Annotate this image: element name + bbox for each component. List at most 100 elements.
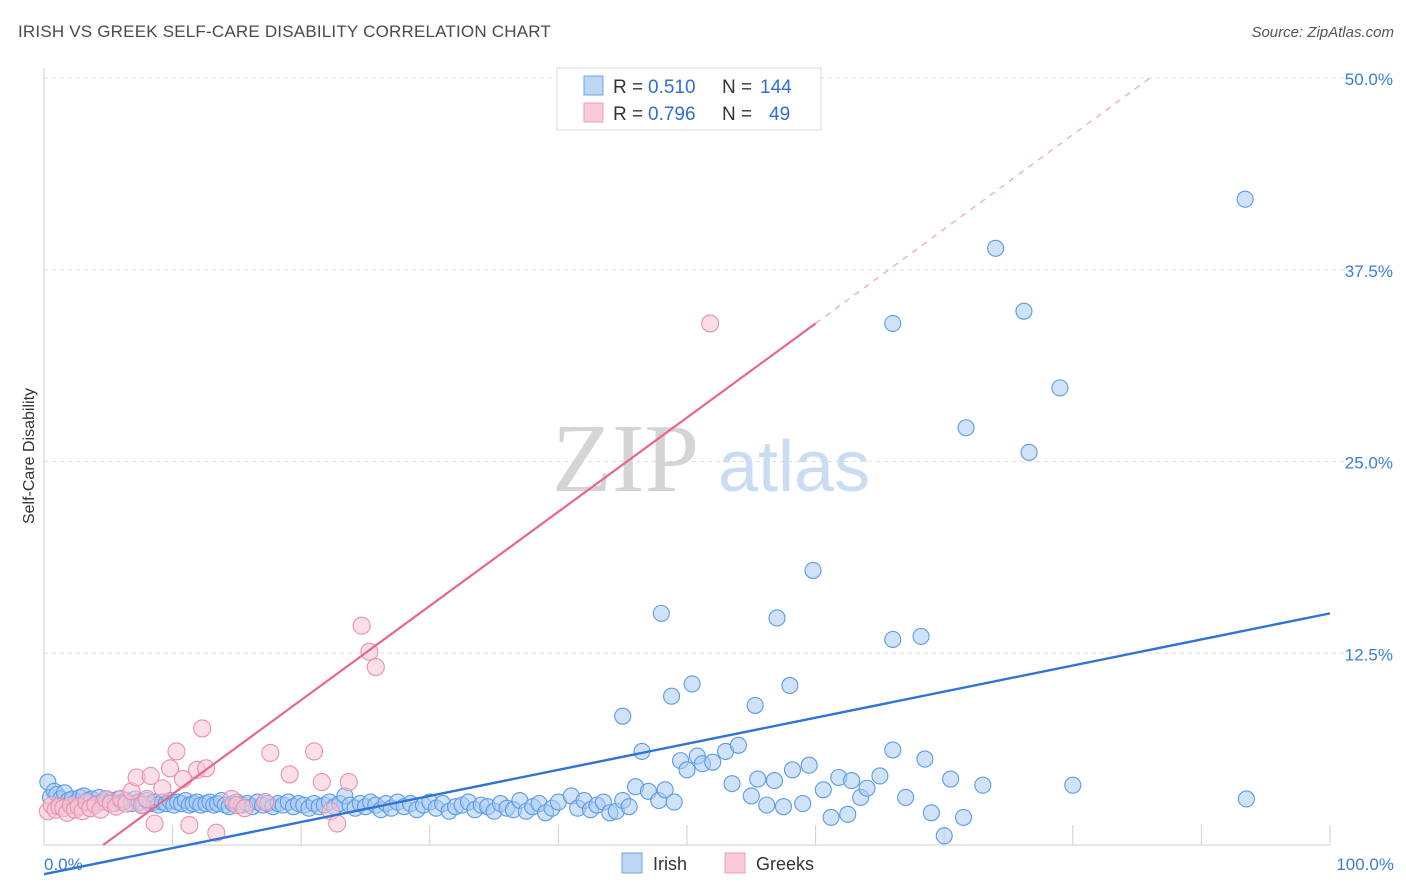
greek-point bbox=[145, 814, 164, 833]
y-axis-title: Self-Care Disability bbox=[21, 388, 38, 524]
y-tick-label: 12.5% bbox=[1345, 645, 1393, 664]
irish-point bbox=[742, 787, 760, 805]
legend-r-label-greeks: R = bbox=[613, 104, 643, 125]
legend-n-label-greeks: N = bbox=[722, 104, 752, 125]
irish-point bbox=[652, 604, 670, 622]
greek-point bbox=[305, 742, 324, 761]
y-tick-label: 50.0% bbox=[1345, 70, 1393, 89]
irish-point bbox=[1237, 790, 1255, 808]
irish-point bbox=[839, 805, 857, 823]
axis-ticks bbox=[172, 825, 1331, 845]
irish-regression-line bbox=[43, 612, 1331, 876]
regression-lines bbox=[43, 77, 1331, 876]
irish-point bbox=[656, 781, 674, 799]
irish-point bbox=[912, 627, 930, 645]
legend-r-label-irish: R = bbox=[613, 77, 643, 98]
greek-points bbox=[38, 314, 720, 842]
irish-point bbox=[954, 808, 973, 826]
watermark: ZIP atlas bbox=[552, 405, 870, 513]
irish-point bbox=[1051, 379, 1069, 397]
greek-point bbox=[256, 792, 275, 812]
y-tick-label: 37.5% bbox=[1345, 262, 1393, 281]
legend-box: R = 0.510 N = 144 R = 0.796 N = 49 bbox=[556, 67, 822, 131]
watermark-zip: ZIP bbox=[552, 405, 699, 513]
irish-point bbox=[974, 776, 992, 794]
irish-point bbox=[843, 772, 861, 790]
greek-point bbox=[141, 766, 160, 786]
irish-point bbox=[768, 609, 786, 627]
greek-point bbox=[137, 789, 156, 809]
bottom-legend-label-greeks: Greeks bbox=[756, 854, 814, 874]
greek-point bbox=[180, 816, 199, 835]
bottom-legend-swatch-irish bbox=[621, 852, 643, 874]
irish-point bbox=[814, 781, 832, 799]
bottom-legend: Irish Greeks bbox=[621, 852, 814, 874]
y-tick-labels: 12.5% 25.0% 37.5% 50.0% bbox=[1345, 70, 1393, 664]
x-tick-label-min: 0.0% bbox=[44, 855, 83, 874]
x-tick-label-max: 100.0% bbox=[1336, 855, 1394, 874]
irish-point bbox=[749, 770, 767, 788]
legend-swatch-greeks bbox=[583, 102, 604, 123]
greek-point bbox=[352, 616, 371, 635]
irish-point bbox=[729, 736, 747, 754]
irish-point bbox=[783, 761, 802, 779]
irish-point bbox=[897, 788, 915, 806]
irish-point bbox=[804, 561, 822, 579]
irish-point bbox=[723, 775, 741, 793]
greek-regression-line bbox=[102, 322, 817, 846]
greek-point bbox=[153, 779, 172, 798]
chart-title: IRISH VS GREEK SELF-CARE DISABILITY CORR… bbox=[18, 22, 551, 41]
irish-point bbox=[1015, 302, 1033, 320]
irish-point bbox=[916, 750, 934, 768]
legend-n-value-irish: 144 bbox=[760, 77, 792, 98]
legend-swatch-irish bbox=[583, 75, 604, 96]
irish-point bbox=[746, 696, 764, 714]
legend-r-value-irish: 0.510 bbox=[648, 77, 696, 98]
greek-point bbox=[701, 314, 720, 333]
irish-point bbox=[1064, 776, 1082, 794]
irish-point bbox=[765, 772, 783, 790]
watermark-atlas: atlas bbox=[718, 427, 870, 507]
irish-point bbox=[935, 827, 953, 845]
irish-point bbox=[704, 753, 722, 771]
greek-point bbox=[328, 814, 347, 833]
greek-point bbox=[339, 773, 358, 792]
irish-point bbox=[678, 761, 696, 779]
greek-point bbox=[160, 759, 180, 778]
greek-point bbox=[235, 799, 254, 818]
irish-point bbox=[794, 795, 812, 813]
irish-point bbox=[1020, 443, 1038, 461]
irish-point bbox=[614, 707, 632, 725]
greek-point bbox=[193, 719, 212, 738]
irish-point bbox=[683, 675, 701, 693]
greek-point bbox=[280, 765, 299, 784]
bottom-legend-swatch-greeks bbox=[724, 852, 746, 874]
greek-regression-extension bbox=[815, 77, 1151, 324]
source-label: Source: ZipAtlas.com bbox=[1251, 24, 1394, 41]
irish-point bbox=[884, 314, 902, 332]
irish-point bbox=[620, 798, 638, 816]
irish-point bbox=[957, 419, 975, 437]
irish-point bbox=[665, 793, 683, 811]
greek-point bbox=[366, 658, 385, 677]
irish-point bbox=[781, 676, 799, 695]
irish-point bbox=[871, 767, 889, 785]
legend-n-label-irish: N = bbox=[722, 77, 752, 98]
irish-point bbox=[774, 798, 793, 816]
y-tick-label: 25.0% bbox=[1345, 454, 1393, 473]
irish-point bbox=[942, 770, 960, 788]
irish-point bbox=[884, 630, 902, 648]
irish-point bbox=[922, 804, 940, 822]
irish-point bbox=[822, 808, 840, 826]
irish-point bbox=[987, 239, 1005, 257]
greek-point bbox=[312, 773, 331, 792]
legend-n-value-greeks: 49 bbox=[769, 104, 790, 125]
irish-point bbox=[1236, 190, 1254, 208]
greek-point bbox=[207, 823, 226, 842]
irish-point bbox=[758, 796, 776, 814]
irish-point bbox=[884, 741, 902, 759]
irish-points bbox=[39, 190, 1255, 845]
greek-point bbox=[261, 743, 280, 763]
legend-r-value-greeks: 0.796 bbox=[648, 104, 696, 125]
